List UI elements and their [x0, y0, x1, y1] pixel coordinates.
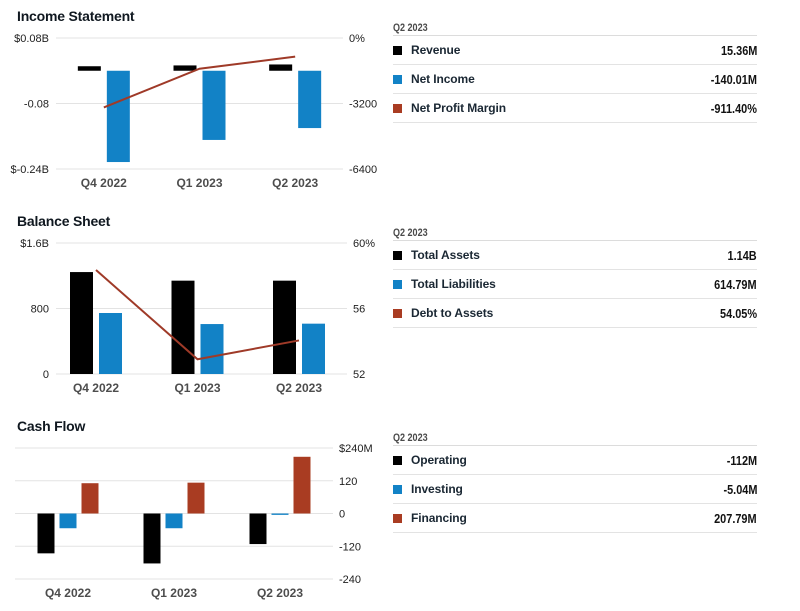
- svg-text:Q1 2023: Q1 2023: [151, 586, 197, 600]
- svg-text:800: 800: [31, 304, 49, 316]
- period-label: Q2 2023: [393, 228, 757, 241]
- legend-label: Debt to Assets: [411, 306, 494, 320]
- net-income-swatch: [393, 74, 402, 84]
- svg-text:Q1 2023: Q1 2023: [176, 176, 222, 190]
- legend-label: Net Profit Margin: [411, 101, 506, 115]
- balance-sheet-panel: Q2 2023 Total Assets 1.14B Total Liabili…: [393, 228, 757, 328]
- legend-row-total-liabilities: Total Liabilities 614.79M: [393, 270, 757, 299]
- balance-sheet-section: Balance Sheet $1.6B 800 0 60% 56 52 Q4 2022 Q1 …: [0, 205, 800, 410]
- legend-label: Total Assets: [411, 248, 480, 262]
- investing-swatch: [393, 484, 402, 494]
- legend-label: Investing: [411, 482, 463, 496]
- legend-row-revenue: Revenue 15.36M: [393, 36, 757, 65]
- legend-value: 614.79M: [714, 276, 757, 292]
- period-label: Q2 2023: [393, 23, 757, 36]
- revenue-swatch: [393, 45, 402, 55]
- svg-text:60%: 60%: [353, 238, 375, 250]
- period-label: Q2 2023: [393, 433, 757, 446]
- legend-value: -5.04M: [723, 481, 757, 497]
- income-statement-panel: Q2 2023 Revenue 15.36M Net Income -140.0…: [393, 23, 757, 123]
- legend-row-total-assets: Total Assets 1.14B: [393, 241, 757, 270]
- svg-text:Q2 2023: Q2 2023: [257, 586, 303, 600]
- income-statement-chart: $0.08B -0.08 $-0.24B 0% -3200 -6400 Q4 2022 Q1 …: [10, 33, 377, 190]
- svg-text:0%: 0%: [349, 33, 365, 45]
- balance-sheet-chart: $1.6B 800 0 60% 56 52 Q4 2022 Q1 2023 Q2 2023: [20, 238, 375, 395]
- cash-flow-section: Cash Flow $240M 120 0 -120 -240 Q4 2022 Q1 202…: [0, 410, 800, 611]
- legend-label: Total Liabilities: [411, 277, 496, 291]
- svg-text:Q4 2022: Q4 2022: [73, 381, 119, 395]
- income-statement-section: Income Statement $0.08B -0.08 $-0.24B 0% -32…: [0, 0, 800, 205]
- cash-flow-panel: Q2 2023 Operating -112M Investing -5.04M…: [393, 433, 757, 533]
- svg-text:-6400: -6400: [349, 164, 377, 176]
- balance-sheet-title: Balance Sheet: [17, 213, 111, 229]
- net-profit-margin-swatch: [393, 103, 402, 113]
- legend-label: Operating: [411, 453, 467, 467]
- svg-text:52: 52: [353, 369, 365, 381]
- legend-value: -140.01M: [710, 71, 757, 87]
- cash-flow-title: Cash Flow: [17, 418, 86, 434]
- legend-label: Financing: [411, 511, 467, 525]
- legend-row-financing: Financing 207.79M: [393, 504, 757, 533]
- operating-swatch: [393, 455, 402, 465]
- svg-text:Q2 2023: Q2 2023: [276, 381, 322, 395]
- legend-value: -112M: [726, 452, 757, 468]
- svg-text:Q1 2023: Q1 2023: [174, 381, 220, 395]
- legend-row-debt-to-assets: Debt to Assets 54.05%: [393, 299, 757, 328]
- legend-value: -911.40%: [710, 100, 757, 116]
- total-assets-swatch: [393, 250, 402, 260]
- svg-text:Q2 2023: Q2 2023: [272, 176, 318, 190]
- legend-label: Revenue: [411, 43, 461, 57]
- legend-value: 207.79M: [714, 510, 757, 526]
- cash-flow-chart: $240M 120 0 -120 -240 Q4 2022 Q1 2023 Q2 2023: [15, 443, 373, 600]
- svg-text:$-0.24B: $-0.24B: [10, 164, 49, 176]
- legend-value: 15.36M: [720, 42, 757, 58]
- svg-text:$240M: $240M: [339, 443, 373, 455]
- svg-text:-240: -240: [339, 574, 361, 586]
- legend-label: Net Income: [411, 72, 475, 86]
- income-statement-title: Income Statement: [17, 8, 135, 24]
- debt-to-assets-swatch: [393, 308, 402, 318]
- legend-value: 54.05%: [719, 305, 757, 321]
- svg-text:-3200: -3200: [349, 99, 377, 111]
- svg-text:-0.08: -0.08: [24, 99, 49, 111]
- svg-text:-120: -120: [339, 541, 361, 553]
- legend-value: 1.14B: [727, 247, 757, 263]
- legend-row-operating: Operating -112M: [393, 446, 757, 475]
- legend-row-investing: Investing -5.04M: [393, 475, 757, 504]
- svg-text:0: 0: [43, 369, 49, 381]
- svg-text:$0.08B: $0.08B: [14, 33, 49, 45]
- svg-text:0: 0: [339, 509, 345, 521]
- financing-swatch: [393, 513, 402, 523]
- svg-text:$1.6B: $1.6B: [20, 238, 49, 250]
- svg-text:120: 120: [339, 476, 357, 488]
- total-liabilities-swatch: [393, 279, 402, 289]
- svg-text:Q4 2022: Q4 2022: [81, 176, 127, 190]
- legend-row-net-income: Net Income -140.01M: [393, 65, 757, 94]
- legend-row-net-profit-margin: Net Profit Margin -911.40%: [393, 94, 757, 123]
- svg-text:56: 56: [353, 304, 365, 316]
- svg-text:Q4 2022: Q4 2022: [45, 586, 91, 600]
